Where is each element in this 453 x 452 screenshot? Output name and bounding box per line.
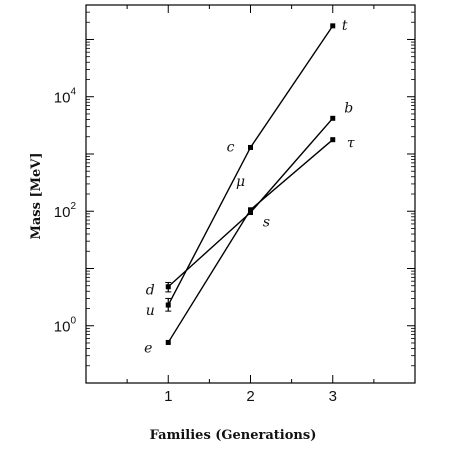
plot-axes — [85, 4, 416, 384]
point-label: u — [146, 303, 155, 319]
y-tick-label: 104 — [54, 87, 77, 107]
tick-layer: 1 2 3 100 102 104 — [54, 5, 415, 405]
point-label: b — [344, 100, 353, 116]
point-label: e — [144, 340, 152, 356]
data-point — [330, 115, 336, 121]
data-point — [248, 144, 253, 150]
series-layer — [167, 25, 334, 343]
y-axis-label: Mass [MeV] — [29, 152, 44, 239]
point-label: d — [146, 283, 155, 299]
point-label-layer: u c t d s b e μ τ — [144, 18, 355, 357]
data-point — [165, 339, 171, 345]
point-label: c — [227, 139, 235, 155]
data-point — [248, 210, 253, 216]
x-tick-label: 3 — [329, 388, 337, 405]
x-axis-label: Families (Generations) — [150, 428, 317, 443]
y-tick-label: 102 — [54, 201, 77, 221]
series-line — [167, 139, 334, 343]
y-tick-label: 100 — [54, 316, 77, 336]
point-layer — [165, 23, 336, 345]
series-line — [167, 117, 334, 288]
point-label: t — [342, 18, 348, 34]
point-label: μ — [236, 174, 245, 190]
data-point — [248, 207, 253, 213]
plot-frame — [85, 4, 416, 384]
data-point — [330, 23, 336, 29]
point-label: τ — [347, 136, 355, 152]
series-line — [167, 25, 334, 306]
point-label: s — [263, 215, 270, 231]
x-tick-label: 2 — [246, 388, 254, 405]
data-point — [330, 137, 336, 143]
x-tick-label: 1 — [164, 388, 172, 405]
